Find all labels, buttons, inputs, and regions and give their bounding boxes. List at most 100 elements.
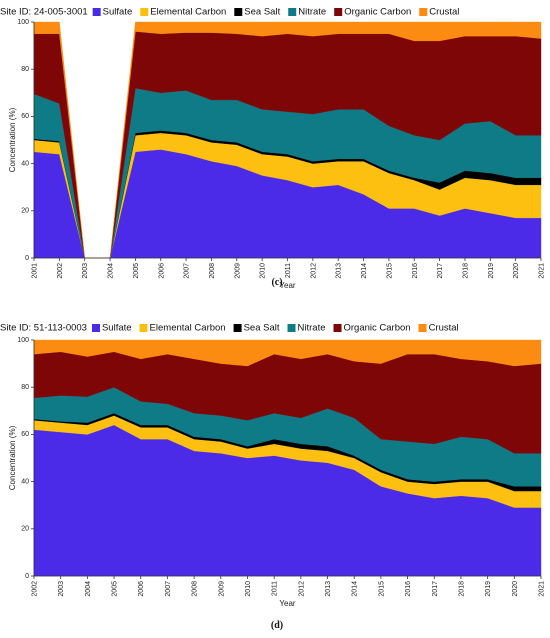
x-tick-label: 2015: [386, 263, 393, 279]
y-tick-label: 100: [17, 19, 29, 26]
x-tick-label: 2006: [138, 581, 145, 597]
legend-swatch: [287, 324, 296, 332]
x-axis-title: Year: [279, 281, 296, 290]
x-tick-label: 2021: [539, 581, 546, 597]
y-axis-title: Concentration (%): [8, 107, 17, 172]
y-axis-title: Concentration (%): [8, 425, 17, 490]
x-tick-label: 2019: [485, 581, 492, 597]
legend-label: Crustal: [429, 323, 459, 334]
legend-swatch: [288, 8, 297, 16]
x-tick-label: 2014: [352, 581, 359, 597]
legend-item-crustal: Crustal: [419, 7, 459, 18]
y-tick-label: 0: [25, 573, 29, 580]
x-axis-title: Year: [279, 599, 296, 608]
x-tick-label: 2018: [458, 581, 465, 597]
x-tick-label: 2014: [361, 263, 368, 279]
legend-item-nitrate: Nitrate: [288, 7, 326, 18]
x-tick-label: 2021: [539, 263, 546, 279]
y-tick-label: 80: [21, 384, 29, 391]
legend-item-sea-salt: Sea Salt: [233, 323, 280, 334]
legend-label: Nitrate: [298, 323, 326, 334]
x-tick-label: 2004: [85, 581, 92, 597]
legend-item-crustal: Crustal: [418, 323, 459, 334]
x-tick-label: 2016: [405, 581, 412, 597]
x-tick-label: 2020: [513, 263, 520, 279]
legend-item-sulfate: Sulfate: [91, 323, 132, 334]
x-tick-label: 2009: [234, 263, 241, 279]
x-tick-label: 2002: [57, 263, 64, 279]
x-tick-label: 2019: [488, 263, 495, 279]
legend-item-sulfate: Sulfate: [92, 7, 133, 18]
legend-item-organic-carbon: Organic Carbon: [334, 7, 411, 18]
legend-label: Nitrate: [298, 7, 326, 18]
legend-swatch: [419, 8, 428, 16]
x-tick-label: 2010: [245, 581, 252, 597]
chart-site-24-005-3001: Site ID: 24-005-3001 Sulfate Elemental Car…: [0, 7, 546, 290]
x-tick-label: 2013: [325, 581, 332, 597]
site-label: Site ID: 51-113-0003: [0, 323, 87, 334]
x-tick-label: 2008: [209, 263, 216, 279]
legend-swatch: [139, 324, 148, 332]
x-tick-label: 2017: [432, 581, 439, 597]
y-tick-label: 20: [21, 526, 29, 533]
x-tick-label: 2001: [32, 263, 39, 279]
legend-label: Crustal: [429, 7, 459, 18]
legend-item-elemental-carbon: Elemental Carbon: [140, 7, 226, 18]
x-tick-label: 2012: [310, 263, 317, 279]
x-tick-label: 2011: [272, 581, 279, 596]
legend-swatch: [140, 8, 149, 16]
y-tick-label: 0: [25, 255, 29, 262]
y-tick-label: 80: [21, 66, 29, 73]
legend-label: Organic Carbon: [344, 323, 411, 334]
x-tick-label: 2012: [298, 581, 305, 597]
y-tick-label: 40: [21, 160, 29, 167]
x-tick-label: 2009: [218, 581, 225, 597]
x-tick-label: 2020: [512, 581, 519, 597]
x-tick-label: 2005: [112, 581, 119, 597]
x-tick-label: 2005: [133, 263, 140, 279]
x-tick-label: 2010: [260, 263, 267, 279]
legend-label: Sulfate: [102, 323, 132, 334]
figure-caption: (d): [271, 620, 283, 631]
x-tick-label: 2008: [192, 581, 199, 597]
legend-label: Elemental Carbon: [150, 323, 226, 334]
area-crustal: [33, 339, 542, 367]
x-tick-label: 2002: [32, 581, 39, 597]
x-tick-label: 2007: [184, 263, 191, 279]
legend-swatch: [91, 324, 100, 332]
legend-label: Sea Salt: [244, 323, 280, 334]
legend-swatch: [233, 324, 242, 332]
legend-swatch: [418, 324, 427, 332]
x-tick-label: 2003: [82, 263, 89, 279]
x-tick-label: 2006: [158, 263, 165, 279]
legend-item-elemental-carbon: Elemental Carbon: [139, 323, 226, 334]
legend-swatch: [333, 324, 342, 332]
legend-label: Elemental Carbon: [150, 7, 226, 18]
y-tick-label: 20: [21, 208, 29, 215]
x-tick-label: 2016: [412, 263, 419, 279]
legend-swatch: [334, 8, 343, 16]
y-tick-label: 60: [21, 113, 29, 120]
x-tick-label: 2011: [285, 263, 292, 278]
x-tick-label: 2004: [108, 263, 115, 279]
legend-label: Sea Salt: [244, 7, 280, 18]
site-label: Site ID: 24-005-3001: [0, 7, 88, 18]
area-layers: [33, 21, 542, 259]
x-tick-label: 2018: [462, 263, 469, 279]
area-crustal: [33, 21, 542, 259]
y-tick-label: 100: [17, 337, 29, 344]
legend-label: Sulfate: [103, 7, 133, 18]
legend-swatch: [234, 8, 243, 16]
x-tick-label: 2003: [58, 581, 65, 597]
figure-caption: (c): [271, 277, 282, 288]
x-tick-label: 2017: [437, 263, 444, 279]
legend-item-nitrate: Nitrate: [287, 323, 326, 334]
legend-swatch: [92, 8, 101, 16]
area-layers: [33, 339, 542, 577]
chart-site-51-113-0003: Site ID: 51-113-0003 Sulfate Elemental Car…: [0, 323, 546, 631]
x-tick-label: 2013: [336, 263, 343, 279]
legend-label: Organic Carbon: [344, 7, 411, 18]
legend-item-sea-salt: Sea Salt: [234, 7, 281, 18]
x-tick-label: 2015: [378, 581, 385, 597]
